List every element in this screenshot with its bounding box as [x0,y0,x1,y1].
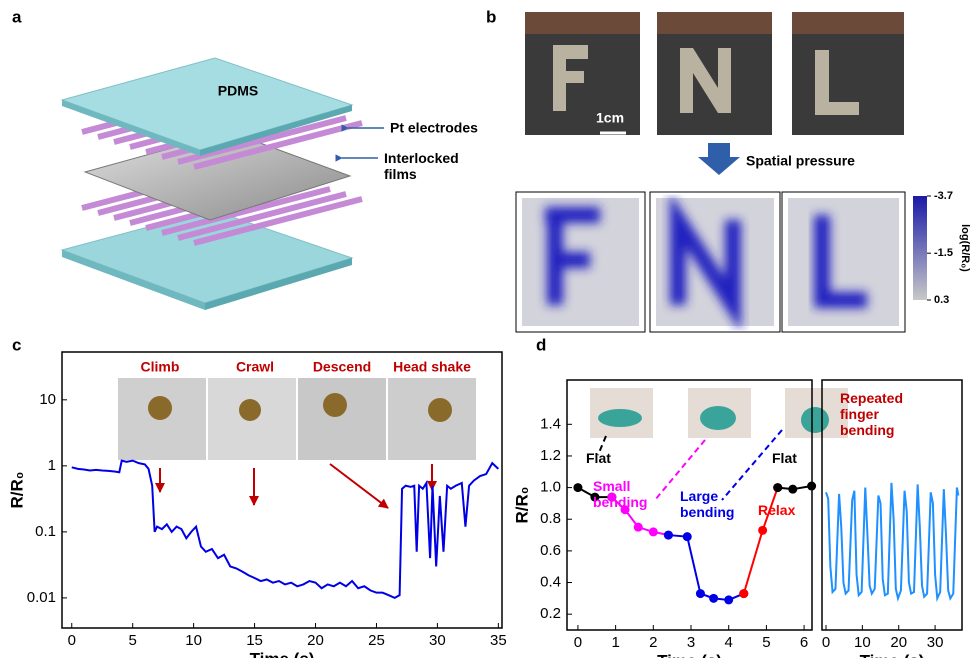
colorbar-label: log(R/R₀) [959,224,971,272]
x-tick-label: 5 [129,632,137,649]
figure: a b c d PDMS Pt electrodes 1cm Spatial p… [0,0,976,658]
panel-label: a [12,7,22,26]
annotation: Descend [313,359,371,375]
colorbar-tick-label: -1.5 [934,247,953,259]
arrow [160,464,432,508]
y-axis-label: R/R₀ [512,487,531,524]
photo [525,12,904,135]
y-axis-label: R/R₀ [7,472,26,509]
x-tick-label: 30 [429,632,446,649]
x-tick-label: 10 [854,634,871,651]
panel-label: c [12,335,21,354]
x-axis-label: Time (s) [860,651,925,658]
diagram-label: PDMS [218,83,258,99]
x-tick-label: 0 [574,634,582,651]
y-tick-label: 1 [48,457,56,474]
data-point [724,595,733,604]
data-point [773,483,782,492]
x-tick-label: 20 [307,632,324,649]
data-point [807,482,816,491]
pressure-map [516,192,905,332]
series-label: Relax [758,502,795,518]
y-tick-label: 1.2 [540,447,561,464]
x-tick-label: 25 [368,632,385,649]
x-axis-label: Time (s) [250,649,315,658]
y-tick-label: 1.4 [540,415,561,432]
x-tick-label: 6 [800,634,808,651]
series-label: Flat [586,450,611,466]
colorbar [913,196,927,300]
data-point [649,527,658,536]
scale-label: 1cm [596,110,624,126]
annotation: Climb [141,359,180,375]
y-tick-label: 0.2 [540,605,561,622]
data-line [72,461,499,598]
x-tick-label: 2 [649,634,657,651]
x-tick-label: 15 [246,632,263,649]
x-axis-label: Time (s) [657,651,722,658]
x-tick-label: 3 [687,634,695,651]
series-label: Small bending [593,478,653,510]
photo [118,378,476,460]
colorbar-tick-label: -3.7 [934,190,953,202]
arrow [698,143,740,175]
colorbar-tick-label: 0.3 [934,294,949,306]
x-tick-label: 10 [185,632,202,649]
data-point [683,532,692,541]
x-tick-label: 0 [822,634,830,651]
data-line [668,535,743,600]
y-tick-label: 0.8 [540,510,561,527]
x-tick-label: 1 [611,634,619,651]
panel-label: d [536,335,546,354]
y-tick-label: 0.4 [540,574,561,591]
arrow-label: Spatial pressure [746,153,855,169]
layer-diagram [62,210,352,310]
panel-title: Repeated finger bending [840,390,930,438]
data-line [826,483,958,599]
x-tick-label: 35 [490,632,507,649]
data-point [709,594,718,603]
y-tick-label: 0.6 [540,542,561,559]
annotation: Head shake [393,359,471,375]
data-point [758,526,767,535]
x-tick-label: 5 [762,634,770,651]
data-point [788,485,797,494]
x-tick-label: 20 [890,634,907,651]
series-label: Large bending [680,488,740,520]
diagram-label: Pt electrodes [390,120,478,136]
data-point [664,531,673,540]
y-tick-label: 0.1 [35,523,56,540]
y-tick-label: 10 [39,391,56,408]
data-point [696,589,705,598]
x-tick-label: 0 [68,632,76,649]
x-tick-label: 4 [725,634,733,651]
annotation: Crawl [236,359,274,375]
data-point [573,483,582,492]
figure-canvas: a b c d PDMS Pt electrodes 1cm Spatial p… [0,0,976,658]
y-tick-label: 0.01 [27,589,56,606]
data-point [739,589,748,598]
y-tick-label: 1.0 [540,479,561,496]
diagram-label: Interlocked films [384,150,474,182]
series-label: Flat [772,450,797,466]
x-tick-label: 30 [927,634,944,651]
panel-label: b [486,7,496,26]
photo [590,388,848,438]
data-point [634,523,643,532]
